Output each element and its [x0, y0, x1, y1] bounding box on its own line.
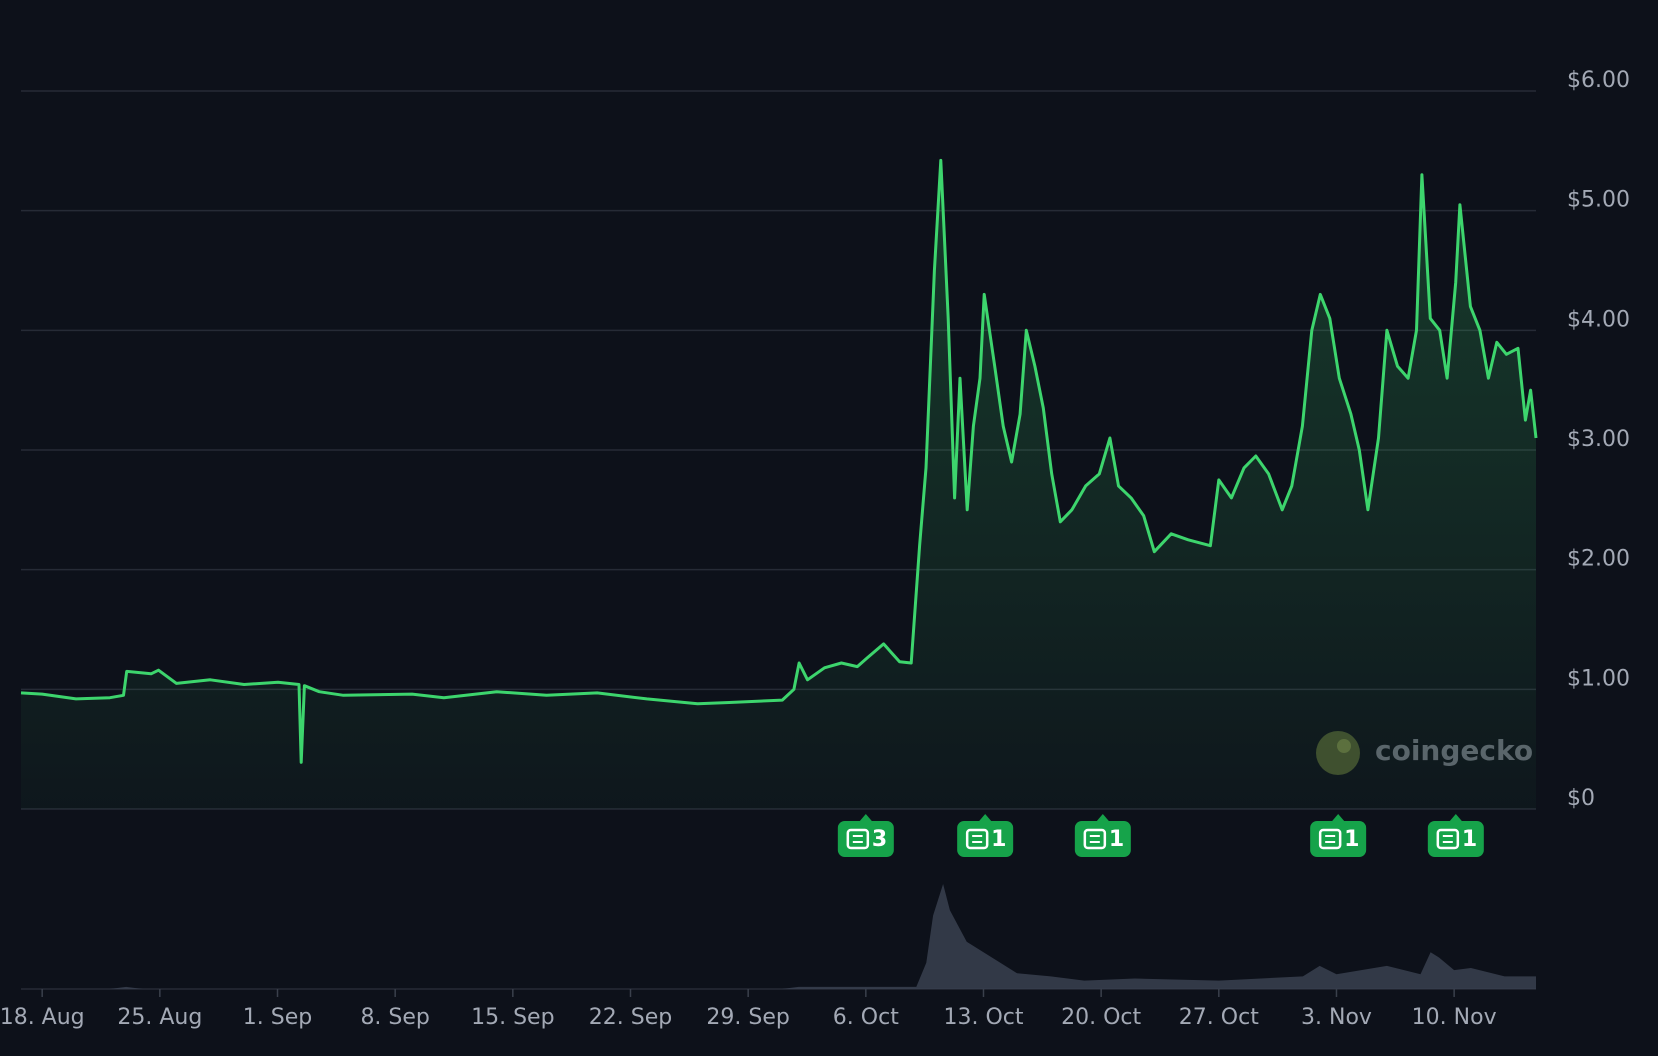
news-icon: [1436, 828, 1460, 850]
y-tick-label: $1.00: [1567, 666, 1630, 691]
news-icon: [965, 828, 989, 850]
badge-pointer: [979, 814, 992, 821]
y-tick-label: $0: [1567, 786, 1595, 811]
x-tick-label: 3. Nov: [1301, 1005, 1372, 1030]
volume-area: [21, 884, 1536, 989]
news-count: 1: [1109, 827, 1124, 852]
news-icon: [1318, 828, 1342, 850]
news-icon: [846, 828, 870, 850]
y-tick-label: $5.00: [1567, 188, 1630, 213]
x-tick-label: 22. Sep: [589, 1005, 672, 1030]
x-tick-label: 1. Sep: [243, 1005, 312, 1030]
news-badge[interactable]: 1: [1310, 814, 1367, 857]
news-count: 1: [1344, 827, 1359, 852]
y-tick-label: $6.00: [1567, 68, 1630, 93]
news-count: 1: [1462, 827, 1477, 852]
news-count: 3: [872, 827, 887, 852]
news-badge[interactable]: 1: [957, 814, 1014, 857]
x-tick-label: 15. Sep: [471, 1005, 554, 1030]
badge-pointer: [1332, 814, 1345, 821]
y-tick-label: $3.00: [1567, 427, 1630, 452]
x-tick-label: 29. Sep: [706, 1005, 789, 1030]
news-badge[interactable]: 1: [1427, 814, 1484, 857]
badge-pointer: [1096, 814, 1109, 821]
news-icon: [1083, 828, 1107, 850]
x-tick-label: 20. Oct: [1061, 1005, 1141, 1030]
news-count: 1: [991, 827, 1006, 852]
badge-pointer: [1449, 814, 1462, 821]
news-badge[interactable]: 3: [837, 814, 894, 857]
x-tick-label: 13. Oct: [943, 1005, 1023, 1030]
x-tick-label: 10. Nov: [1412, 1005, 1497, 1030]
x-tick-label: 27. Oct: [1179, 1005, 1259, 1030]
price-line: [20, 158, 1538, 764]
x-tick-label: 25. Aug: [117, 1005, 202, 1030]
y-tick-label: $4.00: [1567, 307, 1630, 332]
y-tick-label: $2.00: [1567, 547, 1630, 572]
x-tick-label: 18. Aug: [0, 1005, 85, 1030]
news-badge[interactable]: 1: [1074, 814, 1131, 857]
x-tick-label: 8. Sep: [360, 1005, 429, 1030]
price-area: [21, 160, 1536, 809]
x-tick-label: 6. Oct: [833, 1005, 899, 1030]
badge-pointer: [859, 814, 872, 821]
